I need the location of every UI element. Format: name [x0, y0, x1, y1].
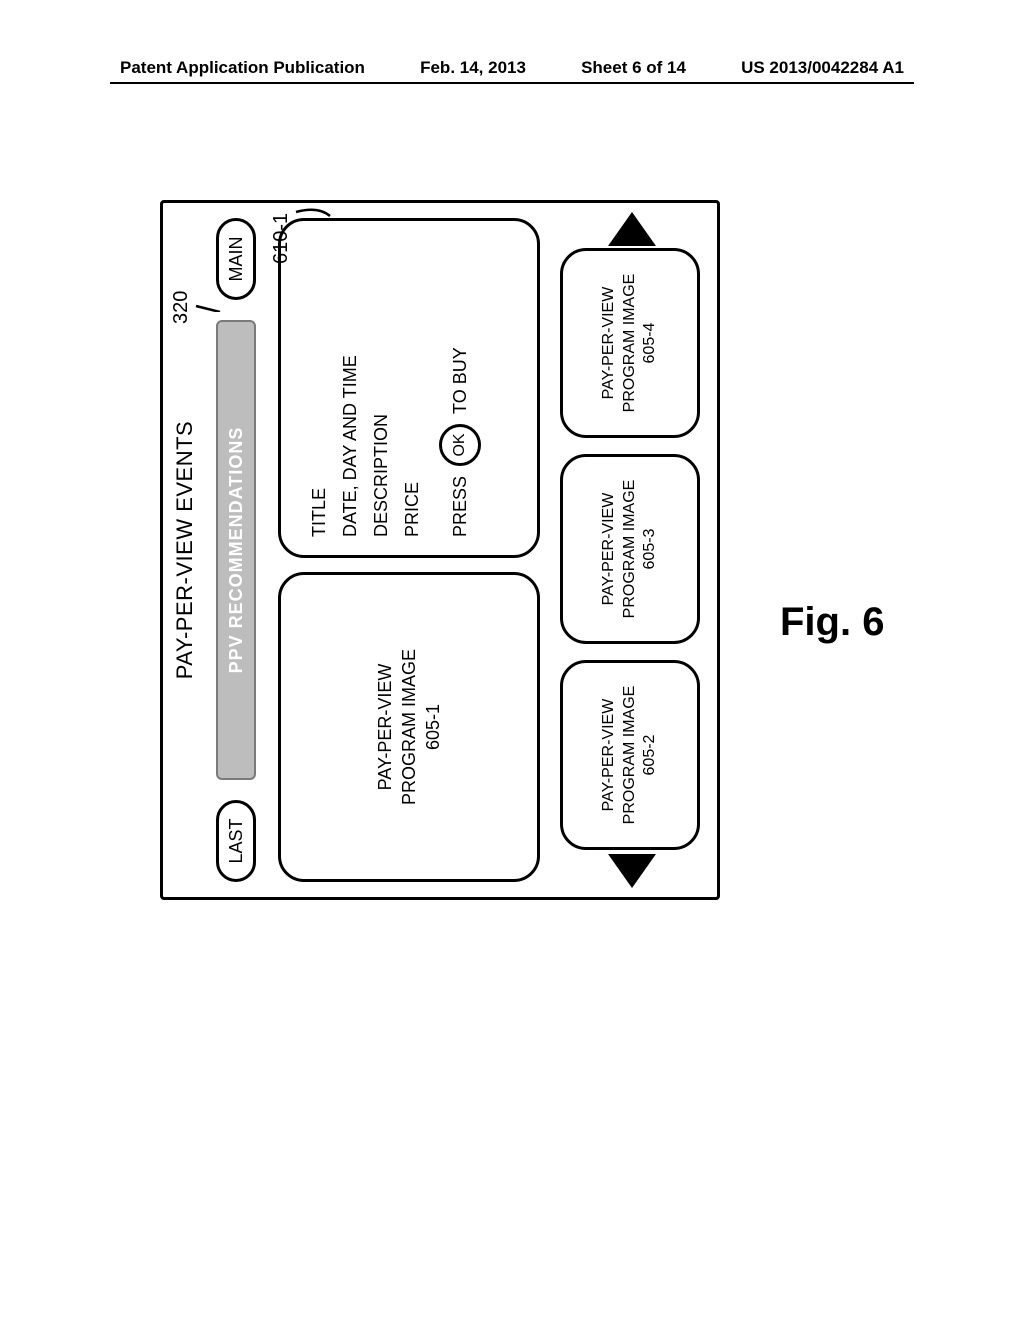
- main-button[interactable]: MAIN: [216, 218, 256, 300]
- to-buy-label: TO BUY: [450, 347, 471, 414]
- thumb4-l2: PROGRAM IMAGE: [620, 274, 641, 413]
- figure-label: Fig. 6: [780, 600, 884, 645]
- header-date: Feb. 14, 2013: [420, 58, 526, 78]
- thumb2-l1: PAY-PER-VIEW: [599, 699, 620, 812]
- detail-datetime: DATE, DAY AND TIME: [340, 239, 361, 537]
- carousel-left-arrow-icon[interactable]: [608, 854, 656, 888]
- program-image-605-4[interactable]: PAY-PER-VIEW PROGRAM IMAGE 605-4: [560, 248, 700, 438]
- detail-price: PRICE: [402, 239, 423, 537]
- detail-description: DESCRIPTION: [371, 239, 392, 537]
- figure-landscape: PAY-PER-VIEW EVENTS 320 LAST MAIN PPV RE…: [160, 200, 720, 900]
- detail-title: TITLE: [309, 239, 330, 537]
- figure-wrap: PAY-PER-VIEW EVENTS 320 LAST MAIN PPV RE…: [160, 200, 860, 1060]
- last-button-label: LAST: [226, 818, 247, 863]
- press-label: PRESS: [450, 476, 471, 537]
- header-sheet: Sheet 6 of 14: [581, 58, 686, 78]
- program-image-605-2[interactable]: PAY-PER-VIEW PROGRAM IMAGE 605-2: [560, 660, 700, 850]
- program-image-605-1: PAY-PER-VIEW PROGRAM IMAGE 605-1: [278, 572, 540, 882]
- ok-button-label: OK: [451, 433, 469, 456]
- ref-610-label: 610-1: [270, 213, 293, 264]
- figure-rotated: PAY-PER-VIEW EVENTS 320 LAST MAIN PPV RE…: [160, 200, 1020, 900]
- thumb2-l2: PROGRAM IMAGE: [620, 686, 641, 825]
- thumb4-l3: 605-4: [640, 323, 661, 364]
- main-button-label: MAIN: [226, 237, 247, 282]
- thumb3-l1: PAY-PER-VIEW: [599, 493, 620, 606]
- page-header: Patent Application Publication Feb. 14, …: [0, 58, 1024, 78]
- ppv-pill-label: PPV RECOMMENDATIONS: [226, 427, 247, 674]
- thumb3-l2: PROGRAM IMAGE: [620, 480, 641, 619]
- header-docnum: US 2013/0042284 A1: [741, 58, 904, 78]
- program-image-line2: PROGRAM IMAGE: [397, 649, 421, 805]
- ref-610-leader: [294, 202, 334, 246]
- header-rule: [110, 82, 914, 84]
- ppv-recommendations-pill[interactable]: PPV RECOMMENDATIONS: [216, 320, 256, 780]
- thumb2-l3: 605-2: [640, 735, 661, 776]
- ok-button[interactable]: OK: [439, 424, 481, 466]
- details-panel-610-1: TITLE DATE, DAY AND TIME DESCRIPTION PRI…: [278, 218, 540, 558]
- program-image-605-3[interactable]: PAY-PER-VIEW PROGRAM IMAGE 605-3: [560, 454, 700, 644]
- header-publication: Patent Application Publication: [120, 58, 365, 78]
- carousel-right-arrow-icon[interactable]: [608, 212, 656, 246]
- buy-row: PRESS OK TO BUY: [439, 239, 481, 537]
- thumb4-l1: PAY-PER-VIEW: [599, 287, 620, 400]
- program-image-line1: PAY-PER-VIEW: [373, 664, 397, 791]
- last-button[interactable]: LAST: [216, 800, 256, 882]
- ref-320-label: 320: [170, 291, 193, 324]
- program-image-line3: 605-1: [421, 704, 445, 750]
- thumb3-l3: 605-3: [640, 529, 661, 570]
